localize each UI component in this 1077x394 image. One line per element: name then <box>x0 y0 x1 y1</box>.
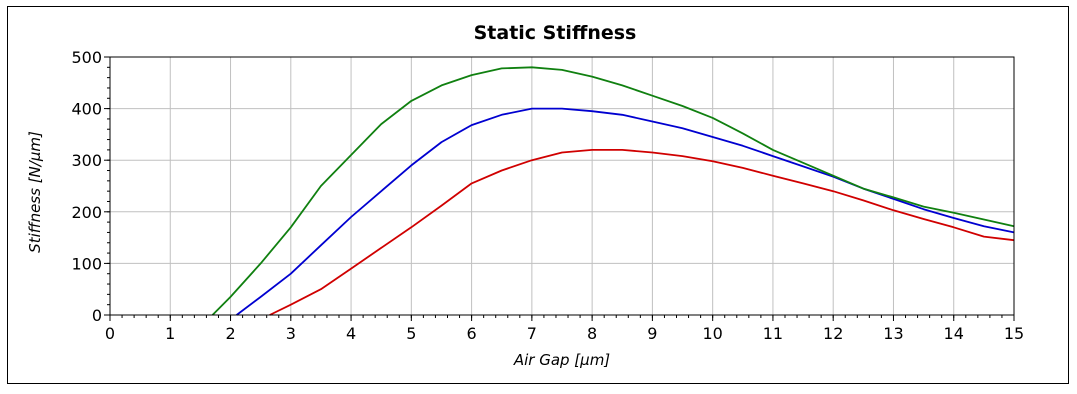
plot-background <box>110 57 1014 315</box>
plot-frame <box>109 56 1015 316</box>
x-tick-label: 11 <box>763 324 783 343</box>
x-tick-label: 13 <box>883 324 903 343</box>
x-tick-label: 4 <box>346 324 356 343</box>
x-tick-label: 10 <box>702 324 722 343</box>
y-tick-labels: 0 100 200 300 400 500 <box>71 48 102 325</box>
x-tick-label: 0 <box>105 324 115 343</box>
x-tick-label: 2 <box>225 324 235 343</box>
series-line-red <box>269 148 1015 316</box>
x-tick-labels: 0 1 2 3 4 5 6 7 8 9 10 11 12 13 14 15 <box>105 324 1024 343</box>
y-axis-label: Stiffness [N/µm] <box>26 131 44 253</box>
x-tick-label: 8 <box>587 324 597 343</box>
y-tick-label: 400 <box>71 100 102 119</box>
x-tick-label: 5 <box>406 324 416 343</box>
y-tick-label: 200 <box>71 203 102 222</box>
x-tick-label: 9 <box>647 324 657 343</box>
x-tick-label: 7 <box>527 324 537 343</box>
x-tick-label: 14 <box>944 324 964 343</box>
x-tick-label: 3 <box>286 324 296 343</box>
x-tick-label: 6 <box>467 324 477 343</box>
minor-ticks <box>104 56 1015 321</box>
y-tick-label: 500 <box>71 48 102 67</box>
y-tick-label: 300 <box>71 151 102 170</box>
series-line-blue <box>236 107 1015 316</box>
x-axis-label: Air Gap [µm] <box>513 351 610 369</box>
x-tick-label: 12 <box>823 324 843 343</box>
y-tick-label: 0 <box>92 306 102 325</box>
series-group <box>211 66 1015 316</box>
x-tick-label: 1 <box>165 324 175 343</box>
chart-title: Static Stiffness <box>474 22 637 44</box>
y-tick-label: 100 <box>71 254 102 273</box>
series-line-green <box>211 66 1015 316</box>
x-tick-label: 15 <box>1004 324 1024 343</box>
